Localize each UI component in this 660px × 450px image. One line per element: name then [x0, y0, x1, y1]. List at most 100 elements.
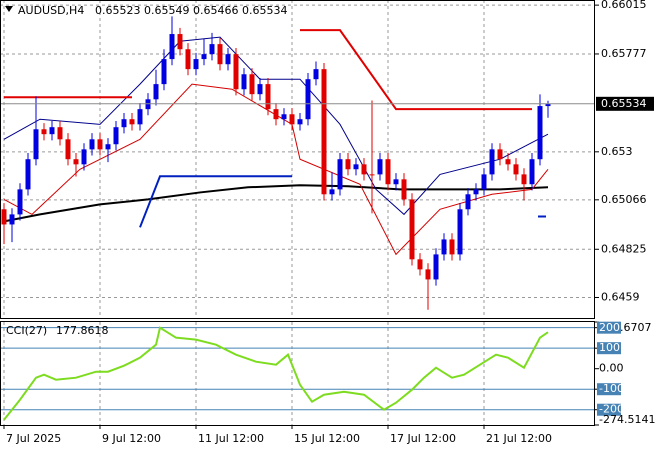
cci-header: CCI(27) 177.8618: [6, 324, 109, 337]
x-tick-label: 9 Jul 12:00: [102, 432, 161, 445]
ohlc-high: 0.65549: [144, 4, 190, 17]
ohlc-open: 0.65523: [95, 4, 141, 17]
candle-body: [217, 44, 223, 65]
x-tick-label: 7 Jul 2025: [6, 432, 61, 445]
candle-body: [353, 164, 359, 170]
candle-body: [89, 139, 95, 150]
cci-y-tick-label: 0.00: [599, 362, 624, 375]
candle-body: [33, 129, 39, 160]
candle-body: [153, 84, 159, 100]
candle-body: [209, 44, 215, 55]
candle-body: [201, 54, 207, 60]
cci-level-box: [597, 403, 621, 416]
cci-y-tick-label: 100: [599, 341, 620, 354]
candle-body: [193, 59, 199, 70]
candle-body: [241, 74, 247, 90]
x-tick-label: 11 Jul 12:00: [198, 432, 264, 445]
candle-body: [361, 164, 367, 175]
y-tick-label: 0.65777: [601, 47, 647, 60]
candle-body: [81, 149, 87, 165]
candle-body: [41, 129, 47, 135]
candle-body: [249, 74, 255, 95]
candle-body: [257, 84, 263, 95]
candle-body: [401, 179, 407, 200]
candle-body: [441, 239, 447, 255]
candle-body: [185, 49, 191, 70]
indicator-line: [3, 83, 549, 256]
collapse-icon: [5, 6, 13, 12]
candle-body: [25, 159, 31, 190]
candle-body: [457, 209, 463, 255]
candle-body: [409, 199, 415, 260]
cci-level-box: [597, 342, 621, 355]
candle-body: [481, 174, 487, 190]
candle-body: [449, 239, 455, 255]
cci-frame: [0, 321, 595, 426]
candle-body: [545, 103, 551, 107]
indicator-line: [139, 175, 546, 228]
candle-body: [497, 149, 503, 160]
candle-body: [513, 164, 519, 175]
candle-body: [57, 127, 63, 140]
candle-body: [289, 114, 295, 125]
candle-body: [9, 214, 15, 225]
candle-body: [473, 189, 479, 195]
cci-value: 177.8618: [56, 324, 109, 337]
candle-body: [385, 159, 391, 185]
candle-body: [273, 109, 279, 120]
candle-body: [433, 254, 439, 280]
x-tick-label: 21 Jul 12:00: [486, 432, 552, 445]
candle-body: [233, 54, 239, 90]
candle-body: [137, 109, 143, 125]
candle-body: [177, 34, 183, 50]
candle-body: [505, 159, 511, 165]
candle-body: [529, 159, 535, 185]
cci-line: [3, 326, 549, 421]
price-label-box: [596, 96, 654, 111]
y-tick-label: 0.6459: [601, 290, 640, 303]
candle-body: [105, 144, 111, 150]
candle-body: [265, 84, 271, 110]
indicator-line: [4, 29, 532, 111]
candle-body: [465, 194, 471, 210]
candle-body: [225, 54, 231, 65]
ohlc-low: 0.65466: [193, 4, 239, 17]
cci-y-tick-label: 200: [599, 321, 620, 334]
candle-body: [425, 269, 431, 280]
candle-body: [305, 79, 311, 120]
candle-body: [121, 119, 127, 128]
candle-body: [417, 259, 423, 270]
candle-body: [321, 69, 327, 195]
candle-body: [161, 59, 167, 85]
cci-level-box: [597, 383, 621, 396]
candle-body: [329, 189, 335, 195]
candle-body: [377, 159, 383, 175]
cci-y-tick-label: -200: [599, 403, 624, 416]
symbol: AUDUSD,H4: [18, 4, 84, 17]
y-tick-label: 0.66015: [601, 0, 647, 11]
candle-body: [49, 127, 55, 135]
y-tick-label: 0.65066: [601, 193, 647, 206]
candle-body: [97, 139, 103, 150]
price-label: 0.65534: [601, 97, 647, 110]
main-frame: [0, 0, 595, 319]
candle-body: [345, 159, 351, 170]
y-tick-label: 0.64825: [601, 242, 647, 255]
candle-body: [73, 159, 79, 165]
cci-level-box: [597, 321, 621, 334]
candle-body: [129, 119, 135, 125]
header: AUDUSD,H4 0.65523 0.65549 0.65466 0.6553…: [18, 4, 288, 17]
x-tick-label: 15 Jul 12:00: [294, 432, 360, 445]
candle-body: [337, 159, 343, 190]
candle-body: [17, 189, 23, 215]
cci-y-tick-label: -100: [599, 382, 624, 395]
candle-body: [489, 149, 495, 175]
candle-body: [169, 34, 175, 60]
cci-y-tick-label: -274.5141: [599, 413, 655, 426]
candle-body: [297, 119, 303, 125]
candle-body: [521, 174, 527, 185]
candle-body: [65, 139, 71, 160]
ohlc-close: 0.65534: [242, 4, 288, 17]
